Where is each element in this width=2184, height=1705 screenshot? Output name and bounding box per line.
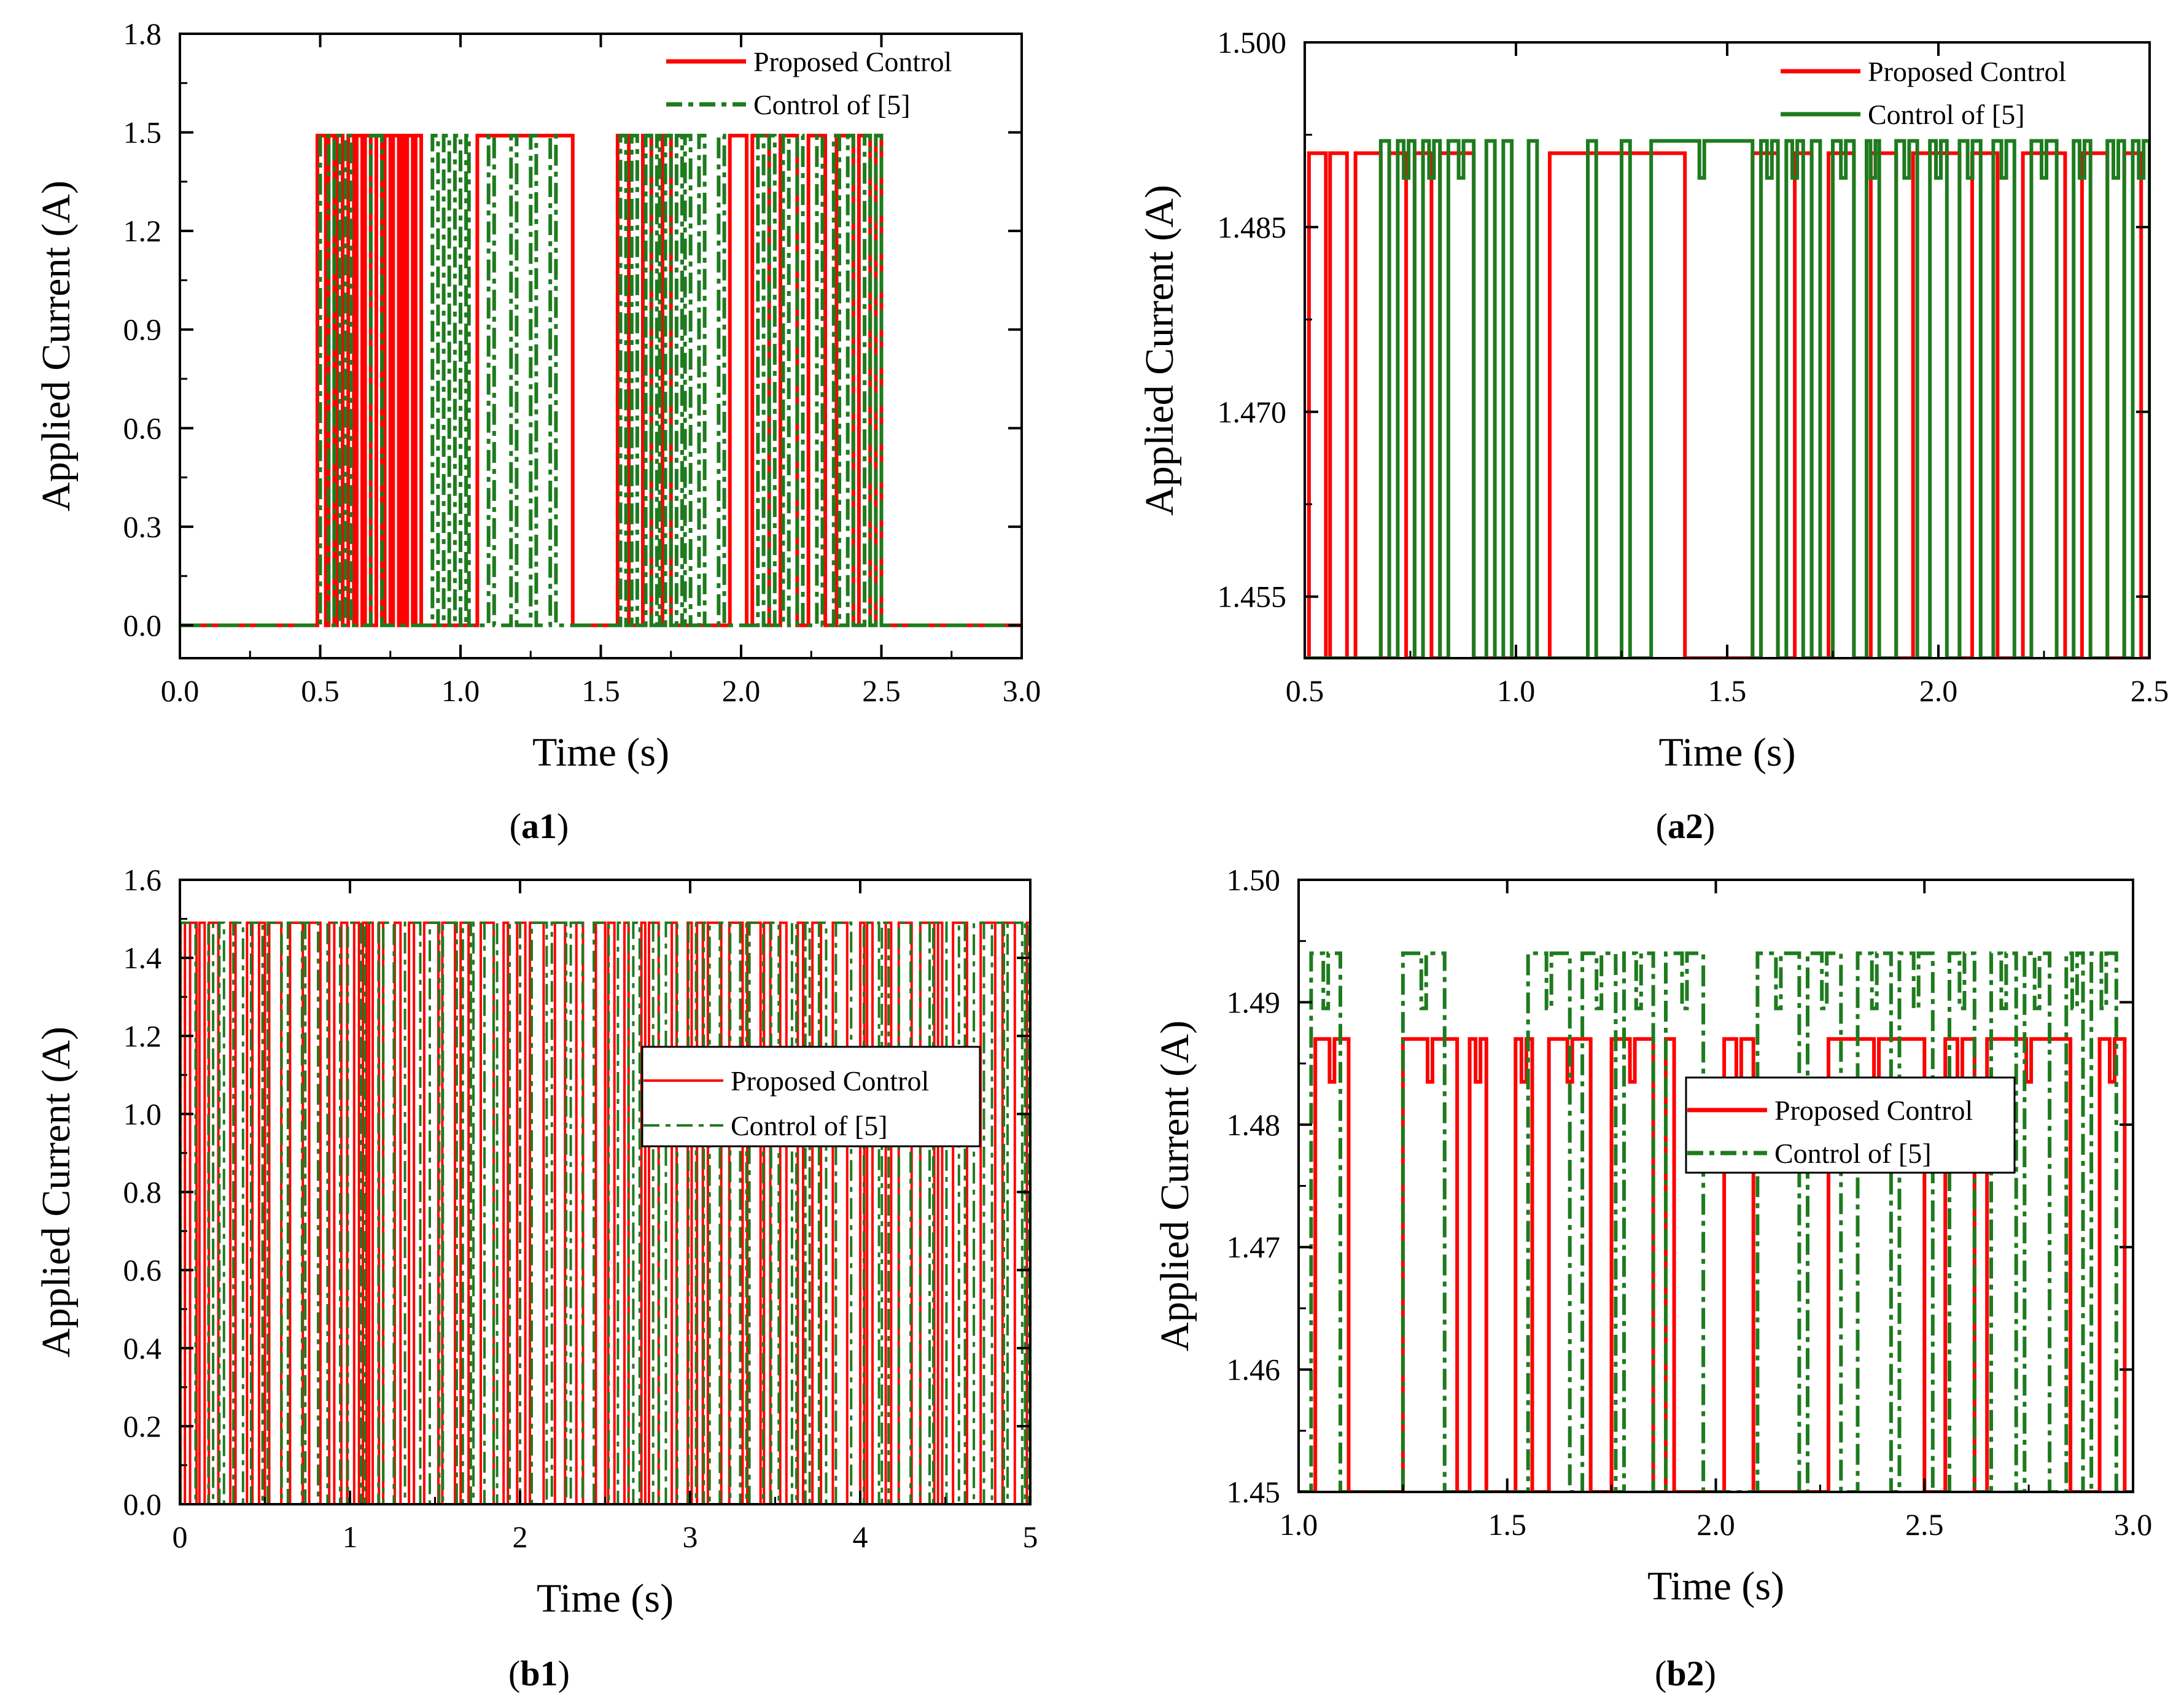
- legend-label: Control of [5]: [753, 89, 911, 120]
- y-tick-label: 1.485: [1218, 210, 1287, 244]
- y-tick-label: 1.47: [1227, 1230, 1281, 1264]
- x-tick-label: 1.0: [441, 674, 480, 708]
- y-tick-label: 1.6: [123, 863, 162, 897]
- x-tick-label: 1.5: [1708, 674, 1747, 708]
- series-line-proposed: [1299, 1037, 2133, 1492]
- y-tick-label: 1.0: [123, 1097, 162, 1131]
- y-tick-label: 1.470: [1218, 395, 1287, 429]
- y-tick-label: 1.50: [1227, 863, 1281, 897]
- x-tick-label: 1.0: [1280, 1507, 1318, 1542]
- y-tick-label: 1.45: [1227, 1475, 1281, 1509]
- panel-label: (a1): [510, 806, 569, 846]
- x-tick-label: 1.5: [1488, 1507, 1527, 1542]
- y-tick-label: 0.6: [123, 411, 162, 445]
- series-group: [1299, 951, 2133, 1492]
- panel-label: (b2): [1655, 1653, 1716, 1693]
- x-tick-label: 1.0: [1497, 674, 1536, 708]
- series-line-reference: [180, 133, 1022, 627]
- chart-panel-a2: 0.5 1.0 1.5 2.0 2.5 1.455 1.470 1.485 1.500 Time …: [1137, 25, 2169, 846]
- y-tick-label: 1.4: [123, 941, 162, 975]
- x-tick-label: 0: [173, 1520, 188, 1554]
- x-tick-label: 2.0: [722, 674, 761, 708]
- y-tick-label: 0.0: [123, 1487, 162, 1521]
- y-tick-label: 1.5: [123, 115, 162, 150]
- x-tick-label: 3.0: [1003, 674, 1041, 708]
- x-axis-title: Time (s): [532, 730, 669, 775]
- legend-box: [1685, 1076, 2016, 1174]
- legend-label: Control of [5]: [1774, 1138, 1932, 1169]
- y-axis-title: Applied Current (A): [1137, 185, 1182, 516]
- panel-label: (a2): [1656, 806, 1716, 846]
- y-tick-label: 0.6: [123, 1253, 162, 1287]
- y-tick-label: 1.49: [1227, 985, 1281, 1019]
- y-axis-title: Applied Current (A): [1152, 1020, 1197, 1351]
- legend-label: Proposed Control: [1774, 1095, 1973, 1126]
- legend: Proposed Control Control of [5]: [1685, 1076, 2016, 1174]
- x-tick-label: 2.5: [1905, 1507, 1944, 1542]
- x-tick-label: 3.0: [2114, 1507, 2153, 1542]
- y-tick-label: 1.500: [1218, 25, 1287, 60]
- legend: Proposed Control Control of [5]: [666, 46, 952, 120]
- panel-label: (b1): [508, 1653, 570, 1693]
- legend: Proposed Control Control of [5]: [641, 1046, 981, 1148]
- x-tick-label: 2.0: [1696, 1507, 1735, 1542]
- x-tick-label: 2.0: [1919, 674, 1958, 708]
- series-group: [180, 133, 1022, 627]
- y-axis-title: Applied Current (A): [34, 1027, 79, 1357]
- y-tick-label: 1.8: [123, 17, 162, 51]
- x-tick-label: 2.5: [862, 674, 901, 708]
- x-tick-label: 5: [1023, 1520, 1038, 1554]
- y-tick-label: 1.48: [1227, 1108, 1281, 1142]
- x-axis-title: Time (s): [537, 1576, 674, 1621]
- series-group: [1305, 139, 2150, 658]
- legend-label: Proposed Control: [753, 46, 952, 77]
- x-tick-label: 1: [343, 1520, 358, 1554]
- y-tick-label: 0.3: [123, 510, 162, 544]
- series-line-proposed: [1305, 151, 2150, 658]
- series-line-reference: [1305, 139, 2150, 658]
- y-tick-label: 0.0: [123, 608, 162, 642]
- plot-frame: [179, 33, 1023, 659]
- chart-panel-a1: 0.0 0.5 1.0 1.5 2.0 2.5 3.0 0.0 0.3 0.6 0.9 1.2 1.5 1…: [34, 17, 1041, 846]
- series-line-reference: [180, 921, 1030, 1504]
- x-tick-label: 0.5: [301, 674, 340, 708]
- series-line-reference: [1299, 951, 2133, 1492]
- legend-label: Proposed Control: [731, 1065, 929, 1097]
- y-tick-label: 1.2: [123, 1019, 162, 1053]
- x-tick-label: 2.5: [2131, 674, 2169, 708]
- legend-box: [641, 1046, 981, 1148]
- y-tick-label: 0.2: [123, 1409, 162, 1443]
- y-tick-label: 1.455: [1218, 580, 1287, 614]
- y-tick-label: 0.9: [123, 313, 162, 347]
- x-tick-label: 3: [683, 1520, 698, 1554]
- y-tick-label: 0.8: [123, 1175, 162, 1210]
- chart-panel-b2: 1.0 1.5 2.0 2.5 3.0 1.45 1.46 1.47 1.48 1.49 1.50 T…: [1152, 863, 2152, 1693]
- legend-label: Control of [5]: [731, 1110, 888, 1141]
- y-tick-label: 1.2: [123, 214, 162, 248]
- x-tick-label: 0.5: [1286, 674, 1324, 708]
- chart-panel-b1: 0 1 2 3 4 5 0.0 0.2 0.4 0.6 0.8 1.0 1.2 1.4 1.6 Time (s…: [34, 863, 1038, 1693]
- series-line-proposed: [180, 133, 1022, 627]
- x-tick-label: 1.5: [581, 674, 620, 708]
- legend-label: Control of [5]: [1868, 99, 2025, 130]
- series-group: [180, 921, 1030, 1504]
- legend-label: Proposed Control: [1868, 56, 2066, 87]
- y-axis-title: Applied Current (A): [34, 181, 79, 511]
- x-axis-title: Time (s): [1647, 1564, 1784, 1609]
- x-tick-label: 0.0: [161, 674, 200, 708]
- series-line-proposed: [180, 921, 1030, 1504]
- legend: Proposed Control Control of [5]: [1781, 56, 2066, 130]
- y-tick-label: 0.4: [123, 1331, 162, 1365]
- x-tick-label: 2: [513, 1520, 528, 1554]
- x-axis-title: Time (s): [1658, 730, 1795, 775]
- x-tick-label: 4: [853, 1520, 868, 1554]
- y-tick-label: 1.46: [1227, 1353, 1281, 1387]
